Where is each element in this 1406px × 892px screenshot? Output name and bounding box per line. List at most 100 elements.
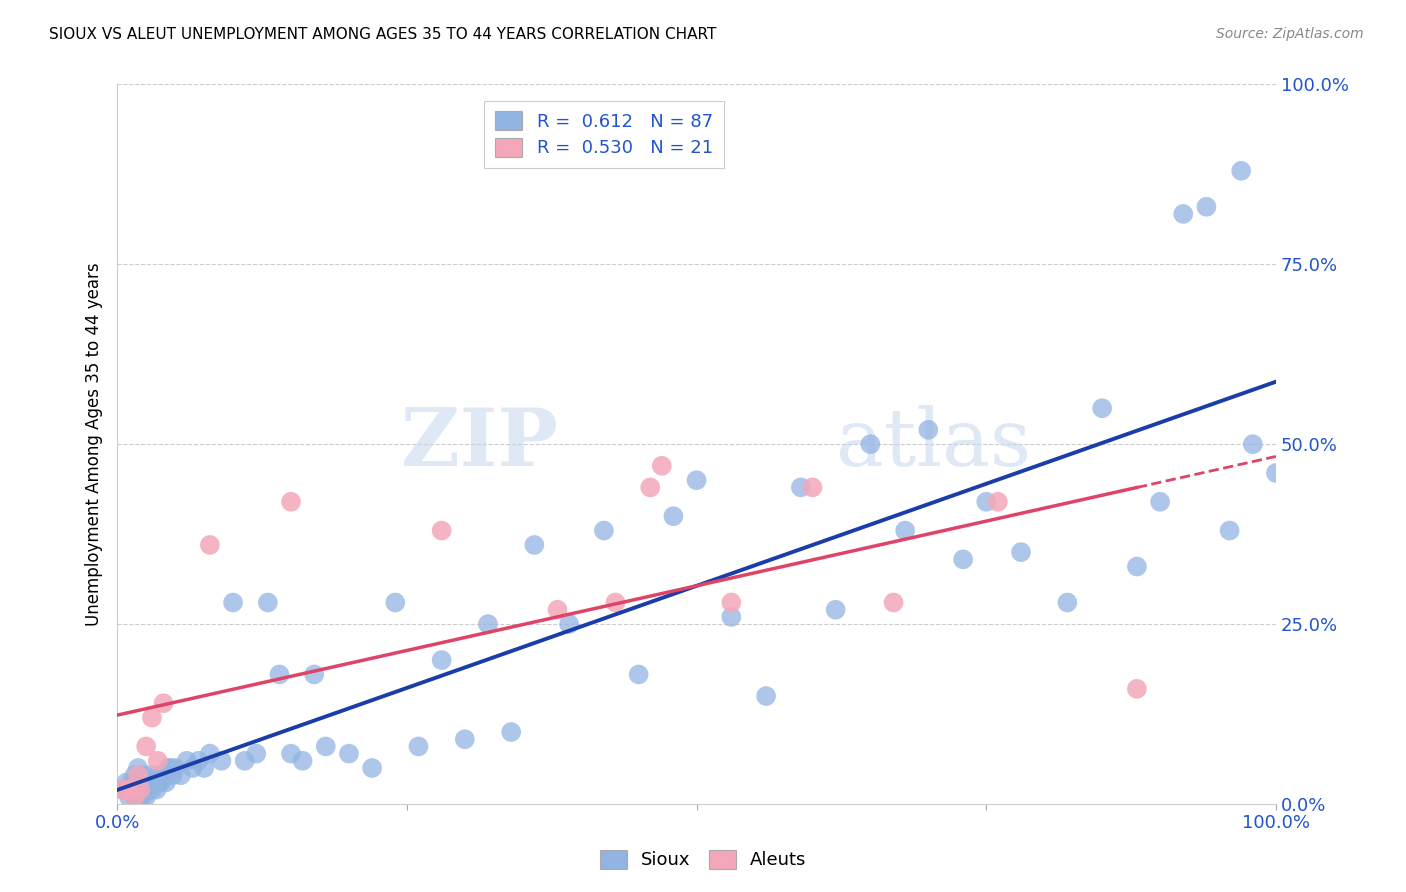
Point [222, 595, 245, 609]
Point [125, 782, 148, 797]
Point [974, 495, 997, 509]
Point [155, 775, 177, 789]
Text: SIOUX VS ALEUT UNEMPLOYMENT AMONG AGES 35 TO 44 YEARS CORRELATION CHART: SIOUX VS ALEUT UNEMPLOYMENT AMONG AGES 3… [49, 27, 717, 42]
Point [124, 789, 146, 804]
Point [118, 782, 141, 797]
Point [124, 789, 146, 804]
Point [1056, 595, 1078, 609]
Point [129, 789, 152, 804]
Point [720, 595, 742, 609]
Point [152, 696, 174, 710]
Point [120, 775, 142, 789]
Point [477, 617, 499, 632]
Point [135, 782, 157, 797]
Legend: R =  0.612   N = 87, R =  0.530   N = 21: R = 0.612 N = 87, R = 0.530 N = 21 [484, 101, 724, 169]
Point [638, 480, 661, 494]
Point [157, 761, 180, 775]
Point [501, 725, 523, 739]
Text: ZIP: ZIP [401, 405, 558, 483]
Point [136, 775, 159, 789]
Point [883, 595, 905, 609]
Point [118, 782, 141, 797]
Point [131, 768, 153, 782]
Point [523, 538, 546, 552]
Point [952, 552, 974, 566]
Point [987, 495, 1010, 509]
Point [801, 480, 824, 494]
Point [917, 423, 939, 437]
Point [627, 667, 650, 681]
Point [128, 782, 150, 797]
Point [291, 754, 314, 768]
Point [129, 775, 152, 789]
Point [138, 782, 160, 797]
Point [894, 524, 917, 538]
Point [454, 732, 477, 747]
Point [651, 458, 673, 473]
Point [181, 761, 204, 775]
Point [790, 480, 813, 494]
Text: atlas: atlas [835, 405, 1031, 483]
Point [141, 711, 163, 725]
Point [605, 595, 627, 609]
Point [111, 782, 134, 797]
Point [430, 653, 453, 667]
Point [1241, 437, 1264, 451]
Point [592, 524, 614, 538]
Point [162, 768, 184, 782]
Point [1149, 495, 1171, 509]
Point [146, 754, 169, 768]
Point [685, 473, 707, 487]
Point [138, 768, 160, 782]
Point [141, 782, 163, 797]
Point [1219, 524, 1241, 538]
Point [124, 768, 146, 782]
Point [408, 739, 430, 754]
Y-axis label: Unemployment Among Ages 35 to 44 years: Unemployment Among Ages 35 to 44 years [86, 262, 103, 626]
Point [1126, 681, 1149, 696]
Point [131, 782, 153, 797]
Point [547, 603, 569, 617]
Point [1091, 401, 1114, 416]
Point [118, 789, 141, 804]
Point [824, 603, 846, 617]
Point [127, 789, 149, 804]
Point [755, 689, 778, 703]
Point [302, 667, 325, 681]
Point [145, 782, 167, 797]
Point [193, 761, 215, 775]
Point [384, 595, 406, 609]
Point [143, 775, 166, 789]
Point [1126, 559, 1149, 574]
Point [280, 747, 302, 761]
Point [337, 747, 360, 761]
Point [170, 768, 193, 782]
Point [558, 617, 581, 632]
Point [187, 754, 209, 768]
Point [269, 667, 291, 681]
Text: Source: ZipAtlas.com: Source: ZipAtlas.com [1216, 27, 1364, 41]
Point [125, 775, 148, 789]
Point [115, 775, 138, 789]
Point [152, 768, 174, 782]
Point [662, 509, 685, 524]
Point [1195, 200, 1218, 214]
Point [134, 775, 156, 789]
Point [148, 775, 170, 789]
Point [150, 775, 173, 789]
Point [132, 782, 155, 797]
Point [159, 761, 181, 775]
Point [176, 754, 198, 768]
Point [1010, 545, 1032, 559]
Point [315, 739, 337, 754]
Point [859, 437, 882, 451]
Point [146, 768, 169, 782]
Point [211, 754, 233, 768]
Point [135, 739, 157, 754]
Point [1230, 163, 1253, 178]
Point [198, 747, 221, 761]
Point [127, 768, 149, 782]
Point [256, 595, 278, 609]
Legend: Sioux, Aleuts: Sioux, Aleuts [591, 841, 815, 879]
Point [280, 495, 302, 509]
